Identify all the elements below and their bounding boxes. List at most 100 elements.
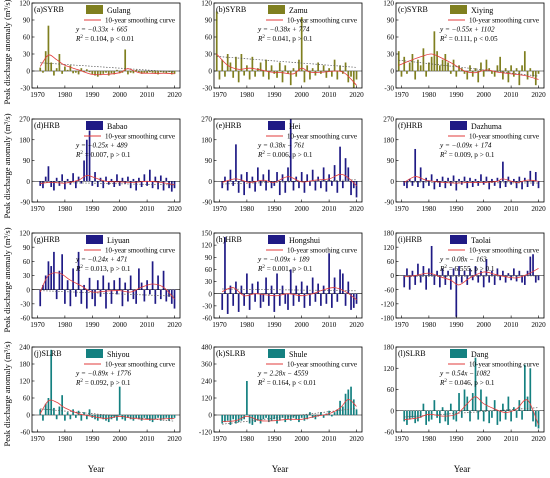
- r-squared: R2 = 0.111, p < 0.05: [439, 35, 498, 43]
- bar: [42, 415, 44, 421]
- smoothing-curve: [222, 399, 357, 422]
- bar: [322, 415, 325, 418]
- panel-label: (e)HRB: [216, 121, 241, 130]
- bar: [96, 181, 99, 188]
- bar: [422, 266, 425, 276]
- y-tick-label: 120: [383, 365, 394, 373]
- bar: [526, 396, 529, 411]
- bar: [157, 71, 159, 75]
- x-tick-label: 2000: [477, 205, 492, 213]
- legend-smoothing-text: 10-year smoothing curve: [287, 17, 357, 25]
- x-tick-label: 1990: [85, 435, 100, 443]
- bar: [165, 71, 168, 74]
- bar: [127, 415, 129, 418]
- bar: [537, 71, 540, 74]
- bar: [243, 181, 245, 196]
- bar: [447, 410, 449, 425]
- y-axis-label-row-3: Peak discharge anomaly (m³/s): [2, 227, 12, 332]
- bar: [116, 415, 118, 421]
- bar: [444, 54, 447, 71]
- x-tick-label: 2010: [504, 91, 519, 99]
- bar: [322, 65, 325, 71]
- bar: [523, 51, 526, 71]
- legend-station: Shule: [289, 350, 308, 359]
- bar: [110, 71, 113, 74]
- y-tick-label: 30: [23, 51, 31, 59]
- bar: [347, 167, 350, 182]
- y-tick-label: 0: [390, 68, 394, 76]
- x-tick-label: 1990: [449, 91, 464, 99]
- x-tick-label: 1970: [212, 435, 227, 443]
- bar: [154, 415, 157, 420]
- x-tick-label: 2010: [322, 205, 337, 213]
- x-tick-label: 1970: [212, 91, 227, 99]
- bar: [504, 410, 507, 420]
- legend-station: Shiyou: [107, 350, 130, 359]
- bar: [229, 169, 232, 182]
- y-tick-label: 180: [383, 136, 394, 144]
- bar: [254, 181, 256, 192]
- bar: [276, 415, 278, 424]
- bar: [221, 181, 224, 189]
- bar: [507, 396, 510, 411]
- bar: [518, 71, 521, 86]
- bar: [105, 176, 107, 182]
- bar: [39, 67, 42, 71]
- x-tick-label: 2010: [322, 321, 337, 329]
- bar: [295, 415, 298, 420]
- y-tick-label: 0: [26, 68, 30, 76]
- bar: [69, 65, 72, 71]
- bar: [499, 275, 501, 281]
- x-tick-label: 2000: [113, 91, 128, 99]
- smoothing-curve: [216, 53, 357, 86]
- x-tick-label: 1990: [85, 91, 100, 99]
- bar: [267, 71, 270, 80]
- bar: [314, 181, 317, 191]
- bar: [422, 181, 425, 189]
- trend-equation: y = −0.33x + 665: [75, 26, 128, 34]
- bar: [341, 406, 344, 415]
- bar: [417, 263, 419, 276]
- bar: [118, 71, 121, 74]
- bar: [419, 275, 422, 283]
- bar: [61, 254, 63, 290]
- panel-label: (c)SYRB: [398, 5, 428, 14]
- panel-dazhuma: -90 0 90 180 270 1970 1980 1990 2000 2010 2020 (f)H…: [383, 116, 546, 213]
- bar: [215, 11, 218, 71]
- bar: [94, 172, 96, 182]
- y-tick-label: -60: [20, 315, 30, 323]
- bar: [532, 181, 534, 186]
- bar: [55, 415, 58, 420]
- legend-station: Gulang: [107, 6, 131, 15]
- bar: [303, 293, 306, 308]
- bar: [406, 268, 408, 276]
- r-exponent: 2: [444, 265, 447, 270]
- bar: [44, 176, 47, 182]
- smoothing-curve: [40, 175, 175, 186]
- trend-equation: y = 2.28x − 4559: [257, 370, 309, 378]
- bar: [151, 415, 154, 423]
- bar: [53, 407, 55, 415]
- x-tick-label: 1990: [267, 435, 282, 443]
- y-tick-label: 0: [208, 68, 212, 76]
- bar: [328, 68, 330, 71]
- x-tick-label: 2020: [349, 435, 364, 443]
- bar: [262, 415, 265, 420]
- bar: [240, 54, 243, 71]
- bar: [75, 415, 77, 418]
- smoothing-curve: [39, 272, 175, 300]
- bar: [173, 289, 176, 309]
- y-tick-label: -90: [202, 199, 212, 207]
- bar: [433, 275, 436, 285]
- bar: [162, 270, 165, 290]
- legend-swatch: [268, 349, 285, 358]
- bar: [510, 65, 512, 71]
- panel-label: (k)SLRB: [216, 349, 245, 358]
- x-tick-label: 2000: [113, 435, 128, 443]
- x-tick-label: 1980: [422, 435, 437, 443]
- bar: [320, 181, 322, 189]
- bar: [135, 289, 137, 304]
- bar: [328, 410, 330, 415]
- bar: [99, 71, 102, 75]
- bar: [107, 71, 110, 76]
